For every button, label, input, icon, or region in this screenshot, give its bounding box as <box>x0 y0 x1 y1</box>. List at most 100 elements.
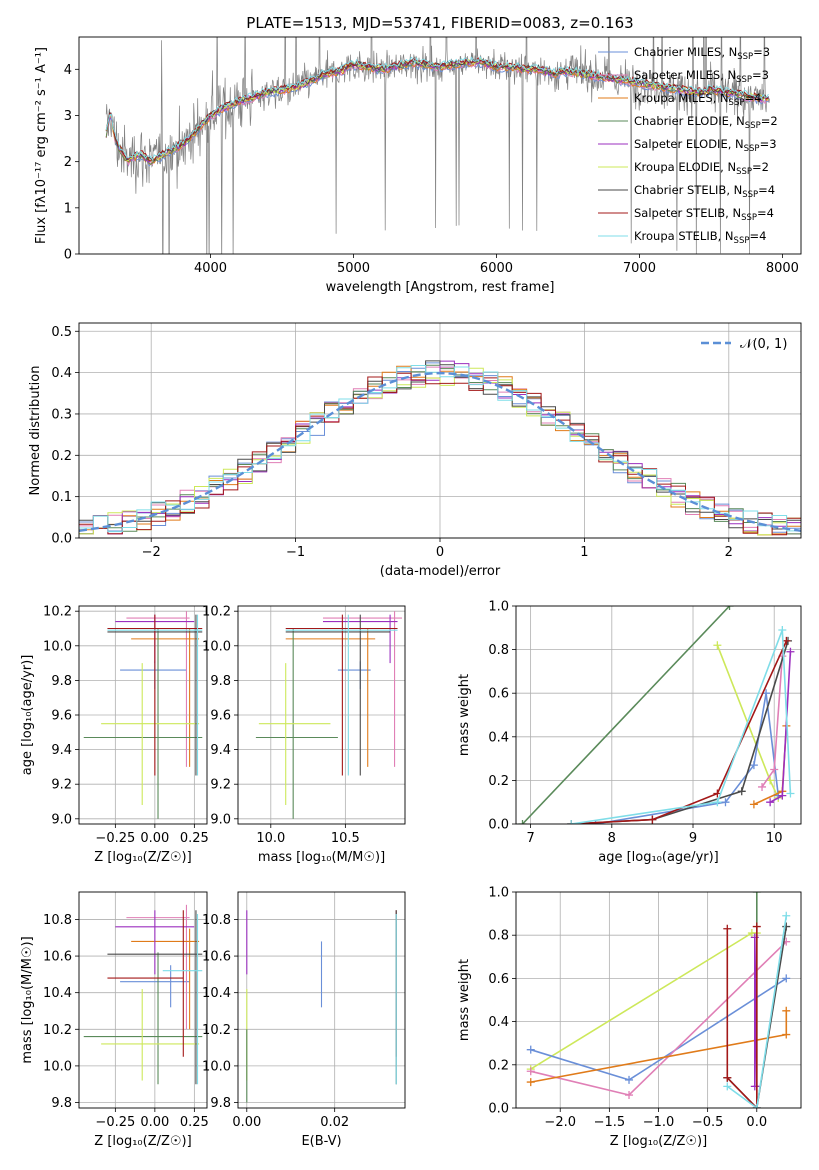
weight-marker-kroupa_miles <box>526 1078 535 1087</box>
weight-marker-salpeter_stelib <box>648 815 657 824</box>
y-tick-label: 0.8 <box>488 929 509 944</box>
x-tick-label: 10.0 <box>256 831 285 846</box>
legend-label: Salpeter ELODIE, NSSP=3 <box>634 137 777 154</box>
y-axis-label: mass weight <box>457 959 472 1041</box>
legend-label: Chabrier MILES, NSSP=3 <box>634 45 770 62</box>
y-tick-label: 0.1 <box>51 490 72 505</box>
y-tick-label: 10.2 <box>202 605 231 620</box>
x-tick-label: 2 <box>725 545 733 560</box>
legend-label: Chabrier ELODIE, NSSP=2 <box>634 114 778 131</box>
x-tick-label: −2 <box>142 545 161 560</box>
x-tick-label: 0 <box>436 545 444 560</box>
spectrum-marks <box>105 37 770 254</box>
residuals-marks <box>79 360 801 536</box>
mass_vs_ebv-marks <box>246 910 397 1103</box>
weight-marker-salpeter_stelib <box>723 924 732 933</box>
x-tick-label: 7 <box>526 831 534 846</box>
x-axis-label: E(B-V) <box>301 1134 341 1149</box>
x-tick-label: 4000 <box>194 261 227 276</box>
weight-marker-chabrier_elodie <box>752 892 761 896</box>
y-tick-label: 0.2 <box>488 1058 509 1073</box>
weight-marker-chabrier_miles <box>749 761 758 770</box>
x-tick-label: −1 <box>286 545 305 560</box>
x-axis-label: Z [log₁₀(Z/Z☉)] <box>94 1134 191 1149</box>
weight-marker-salpeter_miles <box>770 765 779 774</box>
axes-frame <box>78 322 802 539</box>
x-tick-label: −2.0 <box>544 1115 576 1130</box>
y-tick-label: 10.6 <box>43 950 72 965</box>
y-tick-label: 10.0 <box>202 639 231 654</box>
weight-marker-kroupa_miles <box>749 800 758 809</box>
x-tick-label: 0.0 <box>746 1115 767 1130</box>
y-tick-label: 10.6 <box>202 950 231 965</box>
y-tick-label: 10.4 <box>43 986 72 1001</box>
x-tick-label: −1.0 <box>643 1115 675 1130</box>
age_vs_mass-marks <box>255 611 403 819</box>
weight-marker-kroupa_stelib <box>752 1104 761 1108</box>
residuals-panel: −2 −1 0 1 2 0.0 0.1 0.2 0.3 0.4 0.5 (data-model)/er… <box>28 322 802 579</box>
residual-legend: 𝒩(0, 1) <box>701 337 787 352</box>
y-axis-label: mass weight <box>457 674 472 756</box>
y-tick-label: 0.0 <box>51 532 72 547</box>
weight-marker-chabrier_miles <box>721 798 730 807</box>
weight-marker-kroupa_stelib <box>782 911 791 920</box>
y-tick-label: 9.6 <box>210 709 231 724</box>
y-tick-label: 0.4 <box>51 366 72 381</box>
weight-marker-salpeter_miles <box>758 782 767 791</box>
weight-marker-kroupa_stelib <box>778 625 787 634</box>
y-tick-label: 10.0 <box>202 1059 231 1074</box>
weight-marker-kroupa_elodie <box>713 641 722 650</box>
y-tick-label: 9.2 <box>210 778 231 793</box>
x-tick-label: 0.00 <box>140 831 169 846</box>
histogram-kroupa_elodie <box>79 366 801 536</box>
legend-label: Kroupa STELIB, NSSP=4 <box>634 229 766 246</box>
y-tick-label: 0 <box>64 248 72 263</box>
x-tick-label: 0.25 <box>180 831 209 846</box>
weight-marker-salpeter_elodie <box>766 798 775 807</box>
mass_vs_Z-marks <box>83 904 203 1085</box>
weight-marker-chabrier_stelib <box>782 922 791 931</box>
observed-spectrum-line <box>105 37 770 254</box>
model-spectrum-kroupa_stelib <box>105 55 769 162</box>
y-tick-label: 9.4 <box>210 743 231 758</box>
y-axis-label: mass [log₁₀(M/M☉)] <box>20 936 35 1063</box>
weight-marker-chabrier_miles <box>591 820 600 824</box>
y-tick-label: 10.0 <box>43 1059 72 1074</box>
y-axis-label: Normed distribution <box>28 366 43 496</box>
weight-marker-chabrier_miles <box>782 974 791 983</box>
x-tick-label: 0.00 <box>232 1115 261 1130</box>
weight-marker-salpeter_stelib <box>723 1073 732 1082</box>
histogram-kroupa_stelib <box>79 365 801 533</box>
weight-marker-chabrier_stelib <box>737 787 746 796</box>
axes-frame <box>237 605 406 825</box>
legend-label: Salpeter STELIB, NSSP=4 <box>634 206 774 223</box>
x-tick-label: −1.5 <box>594 1115 626 1130</box>
y-tick-label: 0.4 <box>488 730 509 745</box>
massweight_vs_age-marks <box>518 606 795 824</box>
y-tick-label: 10.4 <box>202 986 231 1001</box>
y-tick-label: 10.2 <box>202 1023 231 1038</box>
axes-frame <box>515 891 802 1109</box>
x-tick-label: 0.25 <box>180 1115 209 1130</box>
x-tick-label: 0.02 <box>320 1115 349 1130</box>
y-tick-label: 9.0 <box>51 812 72 827</box>
weight-line-kroupa_stelib <box>726 915 788 1108</box>
legend-label: 𝒩(0, 1) <box>740 337 787 352</box>
weight-line-chabrier_elodie <box>521 606 731 824</box>
y-tick-label: 10.8 <box>202 913 231 928</box>
weight-line-chabrier_stelib <box>571 640 789 824</box>
y-tick-label: 3 <box>64 109 72 124</box>
x-tick-label: 5000 <box>337 261 370 276</box>
x-tick-label: 8000 <box>766 261 799 276</box>
axes-frame <box>78 891 208 1109</box>
weight-marker-kroupa_miles <box>782 1030 791 1039</box>
weight-line-kroupa_stelib <box>571 629 792 824</box>
legend-label: Kroupa ELODIE, NSSP=2 <box>634 160 769 177</box>
y-tick-label: 9.4 <box>51 743 72 758</box>
weight-marker-salpeter_miles <box>526 1067 535 1076</box>
weight-marker-salpeter_stelib <box>752 922 761 931</box>
x-tick-label: 10 <box>766 831 783 846</box>
gaussian-curve <box>79 371 801 532</box>
x-tick-label: 8 <box>608 831 616 846</box>
weight-marker-chabrier_elodie <box>518 820 527 824</box>
